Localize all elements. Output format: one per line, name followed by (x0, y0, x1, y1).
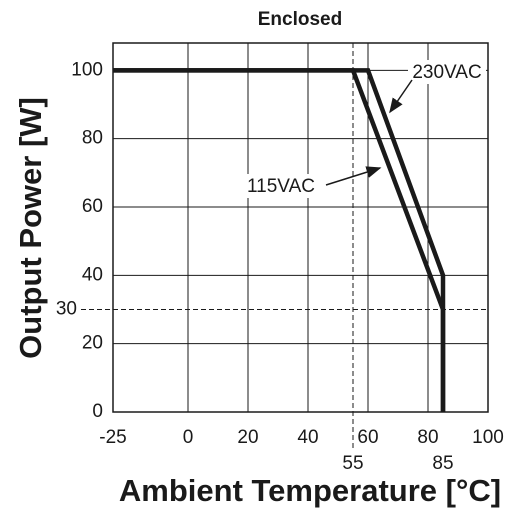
label-bg (408, 60, 486, 84)
label-bg (242, 174, 320, 198)
y-tick-label: 100 (71, 59, 103, 80)
y-tick-label: 40 (82, 264, 103, 285)
x-tick-label: 100 (472, 427, 504, 448)
y-tick-label: 60 (82, 196, 103, 217)
y-tick-label: 0 (92, 401, 103, 422)
series-line (113, 68, 446, 412)
series-label: 230VAC (412, 62, 481, 83)
x-tick-label: -25 (99, 427, 126, 448)
x-tick-label: 85 (432, 453, 453, 474)
y-tick-label: 20 (82, 333, 103, 354)
series-label: 115VAC (247, 176, 315, 197)
series-line (113, 68, 446, 412)
label-arrow (389, 79, 413, 114)
chart-title: Enclosed (258, 9, 342, 30)
x-tick-label: 0 (183, 427, 194, 448)
plot-frame (112, 42, 489, 413)
y-tick-label: 80 (82, 128, 103, 149)
x-tick-label: 80 (417, 427, 438, 448)
x-tick-label: 40 (297, 427, 318, 448)
label-arrow (325, 166, 382, 186)
y-tick-label: 30 (56, 299, 77, 320)
x-tick-label: 55 (342, 453, 363, 474)
x-axis-label: Ambient Temperature [°C] (119, 473, 501, 508)
y-axis-label: Output Power [W] (13, 97, 48, 359)
x-tick-label: 20 (237, 427, 258, 448)
x-tick-label: 60 (357, 427, 378, 448)
